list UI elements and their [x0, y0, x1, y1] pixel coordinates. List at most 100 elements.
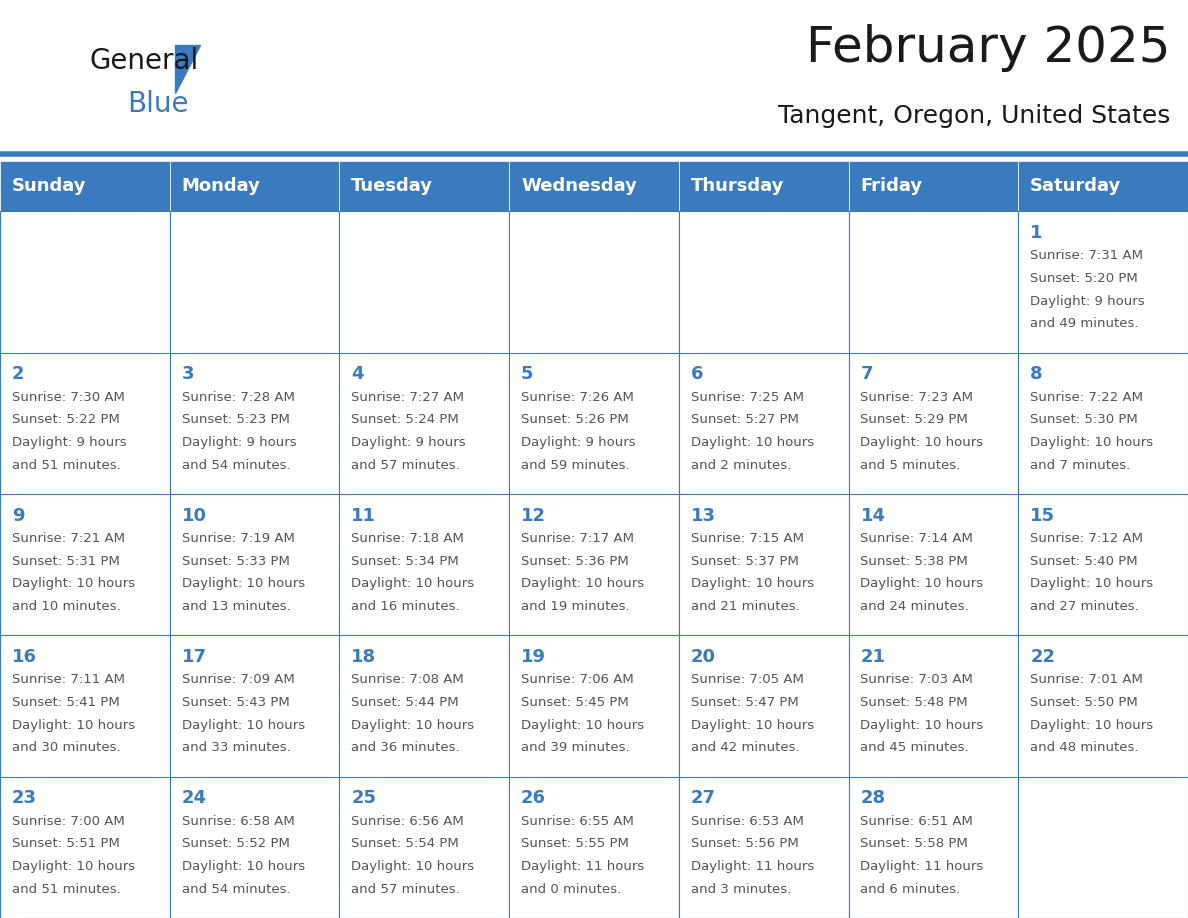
Text: 8: 8: [1030, 365, 1043, 383]
Bar: [170, 211, 340, 353]
Polygon shape: [175, 45, 200, 93]
Text: and 48 minutes.: and 48 minutes.: [1030, 742, 1138, 755]
Text: Daylight: 9 hours: Daylight: 9 hours: [182, 436, 296, 449]
Bar: [678, 353, 848, 494]
Bar: [340, 777, 510, 918]
Text: Daylight: 9 hours: Daylight: 9 hours: [522, 436, 636, 449]
Text: Sunrise: 7:31 AM: Sunrise: 7:31 AM: [1030, 250, 1143, 263]
Text: and 51 minutes.: and 51 minutes.: [12, 459, 121, 472]
Text: and 54 minutes.: and 54 minutes.: [182, 459, 290, 472]
Text: and 49 minutes.: and 49 minutes.: [1030, 318, 1138, 330]
Text: Daylight: 10 hours: Daylight: 10 hours: [182, 860, 304, 873]
Bar: [340, 353, 510, 494]
Text: Sunset: 5:26 PM: Sunset: 5:26 PM: [522, 413, 628, 426]
Text: and 0 minutes.: and 0 minutes.: [522, 882, 621, 896]
Bar: [848, 211, 1018, 353]
Text: Daylight: 9 hours: Daylight: 9 hours: [1030, 295, 1145, 308]
Bar: [340, 211, 510, 353]
Text: Sunrise: 7:08 AM: Sunrise: 7:08 AM: [352, 674, 465, 687]
Text: 4: 4: [352, 365, 364, 383]
Text: Daylight: 10 hours: Daylight: 10 hours: [182, 719, 304, 732]
Text: and 10 minutes.: and 10 minutes.: [12, 600, 120, 613]
Text: Tuesday: Tuesday: [352, 177, 434, 195]
Text: Sunrise: 6:51 AM: Sunrise: 6:51 AM: [860, 815, 973, 828]
Text: and 45 minutes.: and 45 minutes.: [860, 742, 969, 755]
Text: Daylight: 10 hours: Daylight: 10 hours: [1030, 436, 1154, 449]
Bar: [510, 353, 678, 494]
Text: Daylight: 11 hours: Daylight: 11 hours: [522, 860, 644, 873]
Text: Sunset: 5:40 PM: Sunset: 5:40 PM: [1030, 554, 1138, 567]
Text: 26: 26: [522, 789, 546, 807]
Bar: [340, 161, 510, 211]
Text: Sunrise: 7:09 AM: Sunrise: 7:09 AM: [182, 674, 295, 687]
Text: Sunset: 5:50 PM: Sunset: 5:50 PM: [1030, 696, 1138, 709]
Text: 3: 3: [182, 365, 194, 383]
Text: Sunset: 5:37 PM: Sunset: 5:37 PM: [690, 554, 798, 567]
Text: Sunday: Sunday: [12, 177, 87, 195]
Text: 20: 20: [690, 648, 715, 666]
Text: and 54 minutes.: and 54 minutes.: [182, 882, 290, 896]
Text: Daylight: 9 hours: Daylight: 9 hours: [12, 436, 126, 449]
Text: Daylight: 10 hours: Daylight: 10 hours: [860, 719, 984, 732]
Text: and 2 minutes.: and 2 minutes.: [690, 459, 791, 472]
Text: Sunrise: 6:58 AM: Sunrise: 6:58 AM: [182, 815, 295, 828]
Text: and 21 minutes.: and 21 minutes.: [690, 600, 800, 613]
Text: Sunset: 5:43 PM: Sunset: 5:43 PM: [182, 696, 290, 709]
Text: 2: 2: [12, 365, 25, 383]
Bar: [1018, 635, 1188, 777]
Text: Sunrise: 7:12 AM: Sunrise: 7:12 AM: [1030, 532, 1143, 545]
Text: Sunset: 5:22 PM: Sunset: 5:22 PM: [12, 413, 120, 426]
Bar: [1018, 777, 1188, 918]
Text: Sunset: 5:29 PM: Sunset: 5:29 PM: [860, 413, 968, 426]
Text: Sunset: 5:48 PM: Sunset: 5:48 PM: [860, 696, 968, 709]
Text: 12: 12: [522, 507, 546, 524]
Text: 27: 27: [690, 789, 715, 807]
Text: Daylight: 10 hours: Daylight: 10 hours: [352, 577, 474, 590]
Text: 7: 7: [860, 365, 873, 383]
Text: and 51 minutes.: and 51 minutes.: [12, 882, 121, 896]
Text: Daylight: 10 hours: Daylight: 10 hours: [860, 577, 984, 590]
Text: 1: 1: [1030, 224, 1043, 241]
Text: and 39 minutes.: and 39 minutes.: [522, 742, 630, 755]
Text: Sunrise: 7:11 AM: Sunrise: 7:11 AM: [12, 674, 125, 687]
Text: Sunrise: 7:03 AM: Sunrise: 7:03 AM: [860, 674, 973, 687]
Text: Sunrise: 7:14 AM: Sunrise: 7:14 AM: [860, 532, 973, 545]
Text: Daylight: 10 hours: Daylight: 10 hours: [12, 719, 135, 732]
Bar: [678, 161, 848, 211]
Bar: [510, 494, 678, 635]
Bar: [1018, 353, 1188, 494]
Text: 22: 22: [1030, 648, 1055, 666]
Text: Sunset: 5:33 PM: Sunset: 5:33 PM: [182, 554, 290, 567]
Text: and 30 minutes.: and 30 minutes.: [12, 742, 120, 755]
Text: and 42 minutes.: and 42 minutes.: [690, 742, 800, 755]
Text: Daylight: 10 hours: Daylight: 10 hours: [690, 577, 814, 590]
Text: Daylight: 10 hours: Daylight: 10 hours: [522, 577, 644, 590]
Text: Sunrise: 7:28 AM: Sunrise: 7:28 AM: [182, 391, 295, 404]
Text: 23: 23: [12, 789, 37, 807]
Bar: [510, 635, 678, 777]
Text: Sunrise: 7:01 AM: Sunrise: 7:01 AM: [1030, 674, 1143, 687]
Text: and 27 minutes.: and 27 minutes.: [1030, 600, 1139, 613]
Text: Saturday: Saturday: [1030, 177, 1121, 195]
Text: and 57 minutes.: and 57 minutes.: [352, 459, 460, 472]
Text: Sunset: 5:27 PM: Sunset: 5:27 PM: [690, 413, 798, 426]
Bar: [678, 777, 848, 918]
Text: 15: 15: [1030, 507, 1055, 524]
Text: and 6 minutes.: and 6 minutes.: [860, 882, 961, 896]
Bar: [678, 211, 848, 353]
Bar: [0, 494, 170, 635]
Text: Sunset: 5:38 PM: Sunset: 5:38 PM: [860, 554, 968, 567]
Text: Daylight: 10 hours: Daylight: 10 hours: [12, 860, 135, 873]
Bar: [170, 353, 340, 494]
Text: Sunrise: 6:55 AM: Sunrise: 6:55 AM: [522, 815, 634, 828]
Text: 13: 13: [690, 507, 715, 524]
Text: Sunrise: 7:25 AM: Sunrise: 7:25 AM: [690, 391, 804, 404]
Text: Sunset: 5:23 PM: Sunset: 5:23 PM: [182, 413, 290, 426]
Text: Sunset: 5:20 PM: Sunset: 5:20 PM: [1030, 272, 1138, 285]
Bar: [848, 353, 1018, 494]
Text: and 16 minutes.: and 16 minutes.: [352, 600, 460, 613]
Text: and 5 minutes.: and 5 minutes.: [860, 459, 961, 472]
Text: Sunrise: 7:30 AM: Sunrise: 7:30 AM: [12, 391, 125, 404]
Text: Sunset: 5:36 PM: Sunset: 5:36 PM: [522, 554, 628, 567]
Text: Sunset: 5:24 PM: Sunset: 5:24 PM: [352, 413, 459, 426]
